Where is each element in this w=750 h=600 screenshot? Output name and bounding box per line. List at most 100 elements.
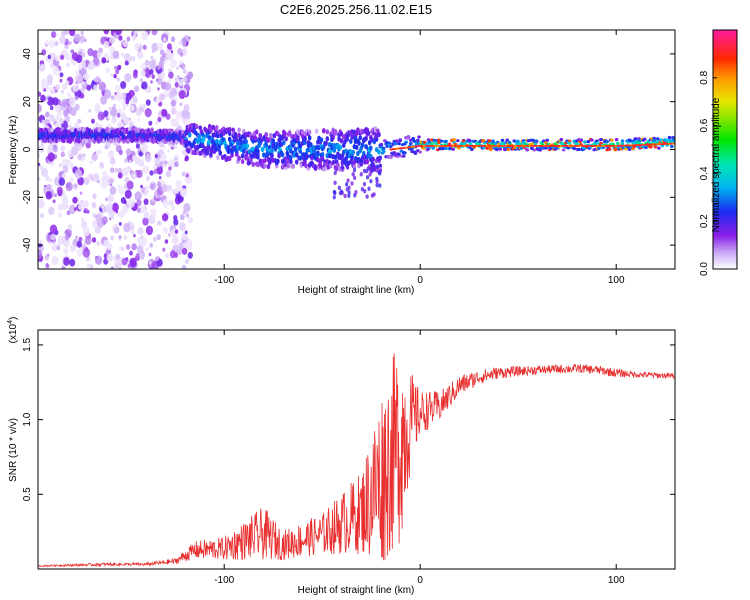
spectrogram-cell bbox=[593, 144, 597, 147]
spectrogram-cell bbox=[133, 233, 136, 238]
spectrogram-cell bbox=[256, 151, 260, 157]
spectrogram-cell bbox=[574, 142, 579, 146]
spectrogram-cell bbox=[174, 161, 179, 168]
spectrogram-cell bbox=[112, 103, 117, 108]
spectrogram-cell bbox=[599, 137, 604, 142]
spectrogram-cell bbox=[107, 114, 111, 119]
spectrogram-cell bbox=[95, 213, 102, 223]
spectrogram-cell bbox=[657, 146, 661, 150]
spectrogram-cell bbox=[185, 258, 190, 265]
spectrogram-cell bbox=[76, 248, 84, 257]
spectrogram-cell bbox=[41, 143, 45, 147]
spectrogram-cell bbox=[74, 169, 83, 179]
snr-y-scale-label: (x104) bbox=[7, 317, 19, 344]
spectrogram-cell bbox=[54, 84, 61, 91]
spectrogram-cell bbox=[305, 153, 310, 159]
spectrogram-cell bbox=[392, 151, 397, 155]
spectrogram-cell bbox=[38, 199, 45, 209]
spectrogram-cell bbox=[185, 213, 190, 218]
spectrogram-cell bbox=[120, 81, 127, 90]
spectrogram-cell bbox=[418, 150, 423, 154]
snr-y-tick-label: 1.5 bbox=[22, 338, 33, 352]
spectrogram-panel: -100 0 100 -40 -20 0 20 40 Height of straight … bbox=[8, 29, 676, 296]
spectrogram-cell bbox=[237, 132, 241, 139]
colorbar-ticks: 0.0 0.2 0.4 0.6 0.8 bbox=[699, 70, 717, 276]
spectrogram-cell bbox=[485, 146, 490, 150]
spectrogram-cell bbox=[50, 105, 54, 111]
spectrogram-cell bbox=[251, 161, 256, 168]
spectrogram-cell bbox=[52, 119, 56, 124]
spectrogram-cell bbox=[118, 222, 122, 226]
spectrogram-cell bbox=[157, 87, 160, 91]
spectrogram-cell bbox=[162, 247, 166, 252]
spectrogram-cell bbox=[103, 239, 110, 248]
spectrogram-cell bbox=[92, 50, 99, 59]
spectrogram-cell bbox=[298, 155, 303, 161]
spectrogram-cell bbox=[81, 220, 88, 229]
spectrogram-cell bbox=[50, 31, 57, 39]
spectrogram-cell bbox=[294, 152, 299, 158]
spectrogram-cell bbox=[176, 110, 183, 120]
spectrogram-cell bbox=[518, 144, 522, 147]
spectrogram-cell bbox=[115, 68, 120, 75]
spectrogram-cell bbox=[510, 144, 514, 147]
spectrogram-cell bbox=[263, 157, 267, 164]
spectrogram-cell bbox=[115, 92, 124, 102]
spectrogram-cell bbox=[477, 144, 481, 147]
spectrogram-cell bbox=[179, 60, 183, 66]
spectrogram-cell bbox=[136, 207, 141, 213]
spectrogram-cell bbox=[155, 97, 161, 104]
spectrogram-cell bbox=[463, 144, 467, 147]
spectrogram-cell bbox=[345, 164, 349, 169]
spectrogram-cell bbox=[65, 80, 70, 86]
spectrogram-cell bbox=[362, 168, 367, 174]
spectrogram-cell bbox=[63, 256, 70, 266]
spectrogram-cell bbox=[448, 144, 451, 147]
spectrogram-cell bbox=[41, 49, 47, 56]
spectrogram-cell bbox=[281, 140, 286, 146]
spectrogram-cell bbox=[63, 30, 70, 35]
spectrogram-cell bbox=[142, 165, 150, 175]
spectrogram-cell bbox=[430, 142, 434, 146]
spectrogram-cell bbox=[86, 209, 90, 214]
spectrogram-cell bbox=[332, 147, 337, 153]
spectrogram-cell bbox=[59, 72, 64, 78]
spectrogram-cell bbox=[39, 239, 43, 244]
spectrogram-cell bbox=[652, 138, 657, 142]
spectrogram-cell bbox=[61, 173, 67, 179]
spectrogram-cell bbox=[125, 148, 132, 156]
spectrogram-cell bbox=[141, 81, 148, 90]
spectrogram-cell bbox=[181, 247, 188, 255]
spectrogram-cell bbox=[610, 138, 614, 142]
spectrogram-cell bbox=[114, 167, 119, 173]
spectrogram-cell bbox=[58, 212, 63, 218]
spectrogram-cell bbox=[620, 139, 625, 143]
spectrogram-cell bbox=[108, 150, 114, 158]
spectrogram-cell bbox=[340, 190, 344, 196]
spectrogram-cell bbox=[166, 43, 172, 50]
spectrogram-cell bbox=[377, 131, 381, 138]
spectrogram-cell bbox=[372, 164, 377, 170]
spectrogram-cell bbox=[43, 88, 47, 92]
spectrogram-cell bbox=[137, 227, 144, 236]
spectrogram-cell bbox=[145, 186, 149, 190]
spectrogram-cell bbox=[524, 144, 528, 147]
spectrogram-cell bbox=[516, 144, 520, 147]
spectrogram-cell bbox=[66, 210, 71, 216]
spectrogram-cell bbox=[78, 236, 83, 242]
spectrogram-cell bbox=[135, 143, 140, 149]
spectrogram-cell bbox=[77, 202, 84, 211]
spectrogram-cell bbox=[276, 158, 280, 164]
spectrogram-cell bbox=[359, 171, 363, 177]
spectrogram-cell bbox=[633, 137, 638, 141]
spectrogram-cell bbox=[284, 136, 288, 142]
spectrogram-cell bbox=[601, 144, 604, 147]
spectrogram-cell bbox=[127, 126, 132, 133]
spectrogram-cell bbox=[159, 93, 165, 101]
spectrogram-cell bbox=[62, 232, 66, 237]
spectrogram-cell bbox=[120, 112, 126, 120]
spectrogram-cell bbox=[152, 49, 155, 54]
spectrogram-cell bbox=[57, 235, 65, 245]
spectrogram-cell bbox=[182, 68, 187, 74]
spectrogram-cell bbox=[242, 148, 246, 154]
